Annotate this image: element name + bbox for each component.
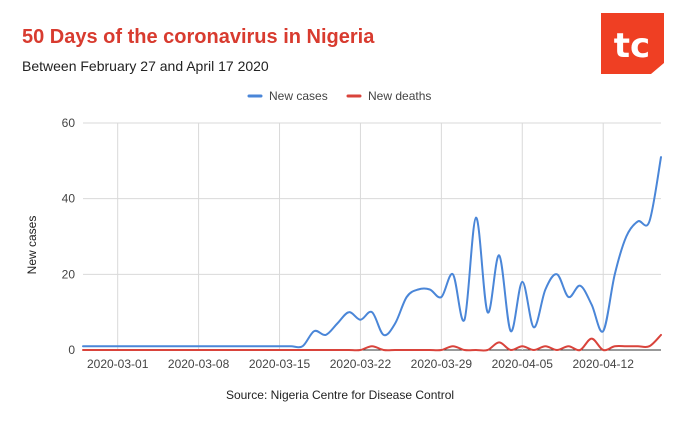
series-line-new-deaths	[82, 333, 662, 352]
legend-label: New deaths	[368, 89, 431, 103]
x-tick-label: 2020-03-01	[87, 357, 149, 371]
source-note: Source: Nigeria Centre for Disease Contr…	[225, 388, 455, 402]
y-tick-label: 40	[62, 192, 76, 206]
chart-title: 50 Days of the coronavirus in Nigeria	[22, 26, 375, 48]
x-tick-label: 2020-03-29	[411, 357, 473, 371]
legend-label: New cases	[269, 89, 328, 103]
series-layer	[82, 156, 662, 352]
tc-logo-icon: tc	[601, 13, 664, 74]
y-axis-label: New cases	[25, 216, 39, 275]
chart-subtitle: Between February 27 and April 17 2020	[22, 58, 269, 74]
legend: New cases New deaths	[247, 89, 431, 103]
y-tick-label: 20	[62, 267, 76, 281]
x-tick-label: 2020-04-05	[492, 357, 554, 371]
x-tick-label: 2020-03-08	[168, 357, 230, 371]
svg-text:tc: tc	[614, 26, 650, 66]
x-tick-label: 2020-03-15	[249, 357, 311, 371]
y-tick-label: 60	[62, 116, 76, 130]
y-tick-label: 0	[68, 343, 75, 357]
axis-layer: 0 20 40 60 2020-03-01 2020-03-08 2020-03-15 202…	[62, 116, 635, 371]
x-tick-label: 2020-04-12	[573, 357, 635, 371]
x-tick-label: 2020-03-22	[330, 357, 392, 371]
series-line-new-cases	[82, 156, 662, 349]
grid-layer	[83, 122, 661, 351]
